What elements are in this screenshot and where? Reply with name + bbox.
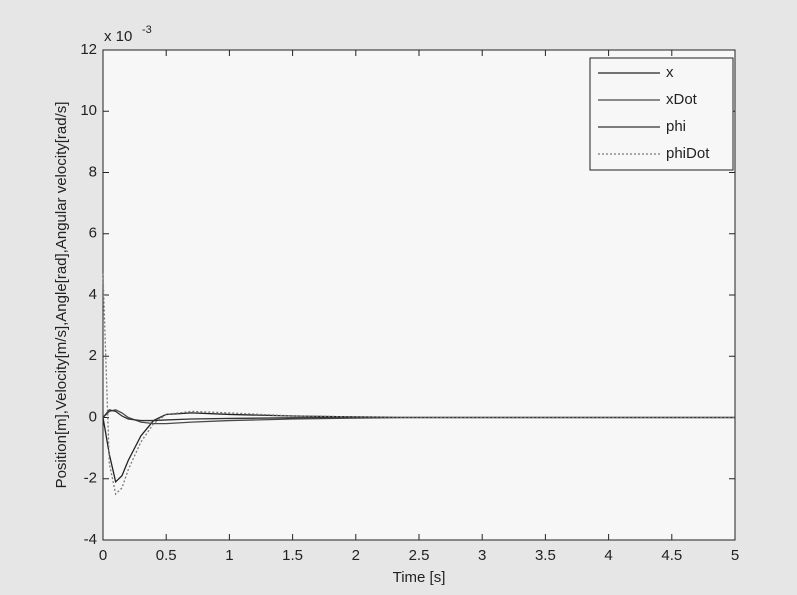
x-tick-label: 3.5: [535, 547, 556, 564]
y-tick-label: 0: [89, 408, 97, 425]
legend-box: [590, 58, 733, 170]
x-tick-label: 5: [731, 547, 739, 564]
x-tick-label: 1.5: [282, 547, 303, 564]
x-tick-label: 4.5: [661, 547, 682, 564]
y-tick-label: -4: [84, 531, 97, 548]
y-tick-label: 4: [89, 286, 97, 303]
x-tick-label: 4: [604, 547, 612, 564]
legend-label: xDot: [666, 91, 698, 108]
y-tick-label: 6: [89, 225, 97, 242]
y-axis-label: Position[m],Velocity[m/s],Angle[rad],Ang…: [53, 102, 70, 489]
x-tick-label: 0: [99, 547, 107, 564]
chart: x 10 -3 Time [s] Position[m],Velocity[m/…: [0, 0, 797, 595]
x-tick-label: 3: [478, 547, 486, 564]
x-tick-label: 0.5: [156, 547, 177, 564]
y-tick-label: 2: [89, 347, 97, 364]
x-tick-label: 2: [352, 547, 360, 564]
y-tick-label: 8: [89, 163, 97, 180]
y-tick-label: 12: [80, 41, 97, 58]
legend-label: phi: [666, 118, 686, 135]
y-multiplier: x 10: [104, 28, 132, 45]
y-multiplier-exponent: -3: [142, 24, 152, 36]
x-axis-label: Time [s]: [393, 569, 446, 586]
legend-label: phiDot: [666, 145, 710, 162]
x-tick-label: 2.5: [409, 547, 430, 564]
legend-label: x: [666, 64, 674, 81]
x-tick-label: 1: [225, 547, 233, 564]
y-tick-label: -2: [84, 470, 97, 487]
y-tick-label: 10: [80, 102, 97, 119]
